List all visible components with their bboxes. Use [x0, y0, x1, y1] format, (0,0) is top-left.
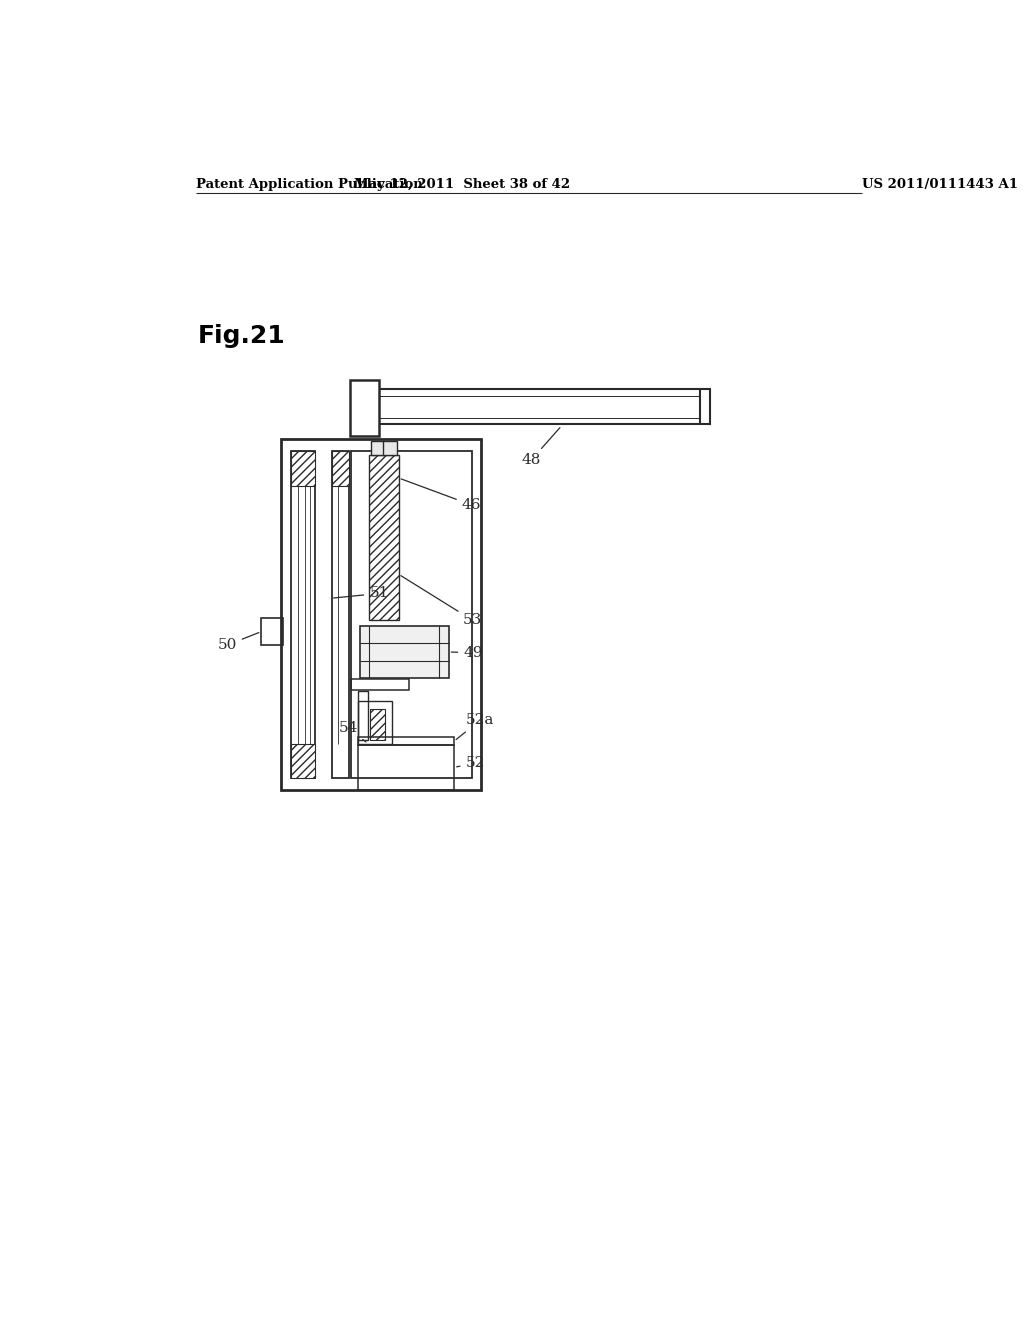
Bar	[350, 380, 379, 436]
Text: 49: 49	[452, 645, 482, 660]
Bar	[370, 709, 385, 739]
Bar	[291, 451, 315, 486]
Bar	[291, 743, 315, 779]
Text: 52a: 52a	[456, 714, 494, 739]
Bar	[351, 451, 472, 779]
Text: US 2011/0111443 A1: US 2011/0111443 A1	[862, 178, 1018, 190]
Bar	[700, 389, 710, 424]
Bar	[333, 451, 349, 486]
Bar	[370, 455, 398, 620]
Bar	[371, 441, 385, 455]
Text: 51: 51	[334, 586, 389, 601]
Bar	[333, 451, 349, 779]
Text: May 12, 2011  Sheet 38 of 42: May 12, 2011 Sheet 38 of 42	[353, 178, 569, 190]
Bar	[261, 618, 283, 645]
Bar	[281, 440, 481, 789]
Text: Patent Application Publication: Patent Application Publication	[196, 178, 423, 190]
Bar	[357, 692, 369, 739]
Bar	[291, 451, 315, 779]
Text: 53: 53	[400, 576, 482, 627]
Bar	[357, 738, 454, 744]
Bar	[383, 441, 397, 455]
Text: Fig.21: Fig.21	[198, 323, 286, 348]
Bar	[351, 678, 409, 689]
Text: 54: 54	[338, 721, 366, 742]
Text: 46: 46	[401, 479, 481, 512]
Text: 48: 48	[521, 428, 560, 467]
Bar	[360, 626, 449, 678]
Text: 50: 50	[217, 632, 259, 652]
Text: 52: 52	[457, 756, 485, 770]
Bar	[357, 701, 392, 743]
Bar	[357, 744, 454, 789]
